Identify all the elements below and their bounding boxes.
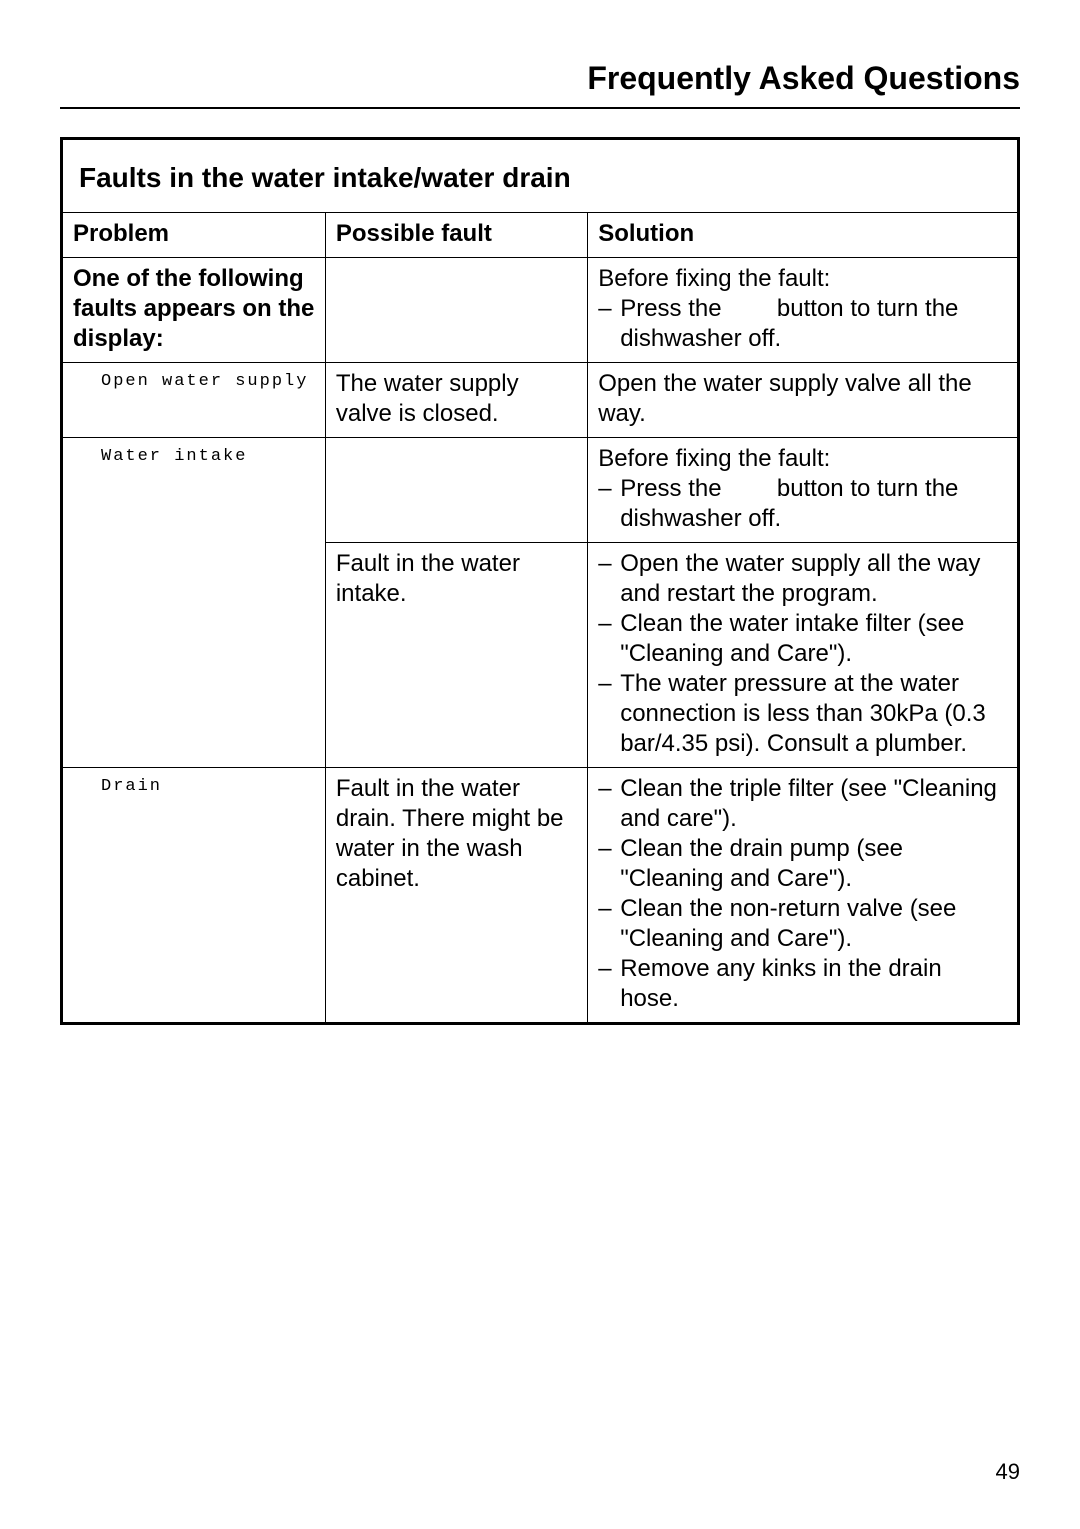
display-message: Water intake [73,444,315,467]
solution-text-pre: Press the [620,295,721,322]
table-row: One of the following faults appears on t… [63,258,1017,363]
solution-item: Press the button to turn the dishwasher … [598,474,1007,534]
cell-fault: Fault in the water intake. [325,543,587,768]
cell-problem: Drain [63,768,325,1023]
page-number: 49 [996,1459,1020,1485]
cell-fault [325,438,587,543]
table-row: Water intake Before fixing the fault: Pr… [63,438,1017,543]
solution-item: Press the button to turn the dishwasher … [598,294,1007,354]
solution-item: Clean the drain pump (see "Cleaning and … [598,834,1007,894]
table-row: Drain Fault in the water drain. There mi… [63,768,1017,1023]
table-header-row: Problem Possible fault Solution [63,213,1017,258]
cell-fault: The water supply valve is closed. [325,363,587,438]
col-header-problem: Problem [63,213,325,258]
cell-solution: Open the water supply valve all the way. [588,363,1017,438]
cell-solution: Before fixing the fault: Press the butto… [588,438,1017,543]
solution-item: Clean the water intake filter (see "Clea… [598,609,1007,669]
solution-intro: Before fixing the fault: [598,264,1007,294]
display-message: Drain [73,774,315,797]
cell-solution: Clean the triple filter (see "Cleaning a… [588,768,1017,1023]
solution-item: The water pressure at the water connecti… [598,669,1007,759]
cell-problem: Open water supply [63,363,325,438]
col-header-fault: Possible fault [325,213,587,258]
solution-text-pre: Press the [620,475,721,502]
display-message: Open water supply [73,369,315,392]
cell-solution: Before fixing the fault: Press the butto… [588,258,1017,363]
cell-fault: Fault in the water drain. There might be… [325,768,587,1023]
solution-item: Clean the non-return valve (see "Cleanin… [598,894,1007,954]
section-title: Faults in the water intake/water drain [63,140,1017,213]
faq-table: Problem Possible fault Solution One of t… [63,213,1017,1022]
cell-fault [325,258,587,363]
cell-problem: Water intake [63,438,325,768]
cell-problem: One of the following faults appears on t… [63,258,325,363]
solution-item: Open the water supply all the way and re… [598,549,1007,609]
solution-item: Clean the triple filter (see "Cleaning a… [598,774,1007,834]
solution-item: Remove any kinks in the drain hose. [598,954,1007,1014]
col-header-solution: Solution [588,213,1017,258]
page-title: Frequently Asked Questions [60,60,1020,109]
solution-intro: Before fixing the fault: [598,444,1007,474]
table-row: Open water supply The water supply valve… [63,363,1017,438]
cell-solution: Open the water supply all the way and re… [588,543,1017,768]
faq-table-container: Faults in the water intake/water drain P… [60,137,1020,1025]
